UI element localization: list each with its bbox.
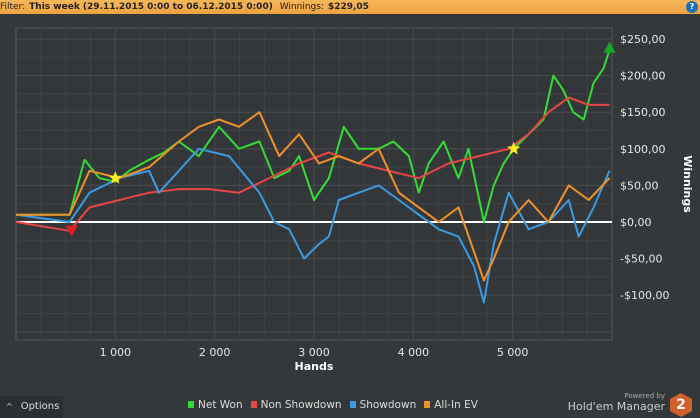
- legend-swatch: [250, 401, 257, 408]
- filter-bar[interactable]: Filter: This week (29.11.2015 0:00 to 06.…: [0, 0, 700, 14]
- series-line-showdown: [15, 147, 611, 304]
- marker-triangle-up: [603, 41, 616, 53]
- series-line-all-in-ev: [16, 111, 611, 282]
- marker-triangle-down: [65, 225, 78, 237]
- options-button[interactable]: ^ Options: [0, 396, 63, 418]
- brand-name: Hold'em Manager: [567, 400, 665, 413]
- powered-by: Powered by: [624, 392, 665, 400]
- legend-item-all-in-ev[interactable]: All-In EV: [424, 399, 478, 411]
- x-tick-label: 1 000: [100, 346, 132, 359]
- filter-value: This week (29.11.2015 0:00 to 06.12.2015…: [29, 2, 273, 12]
- x-tick-label: 2 000: [199, 346, 231, 359]
- y-tick-label: -$50,00: [620, 253, 662, 266]
- marker-star: [507, 141, 521, 155]
- winnings-value: $229,05: [327, 2, 369, 12]
- legend-item-showdown[interactable]: Showdown: [349, 399, 417, 411]
- x-tick-label: 4 000: [398, 346, 430, 359]
- x-axis-label: Hands: [295, 360, 334, 373]
- legend-label: All-In EV: [434, 399, 478, 411]
- x-tick-label: 3 000: [298, 346, 330, 359]
- hm-logo: 2: [670, 393, 692, 417]
- chevron-up-icon: ^: [6, 402, 13, 411]
- help-icon[interactable]: ?: [686, 1, 698, 13]
- legend-item-non-showdown[interactable]: Non Showdown: [250, 399, 342, 411]
- legend-label: Showdown: [359, 399, 417, 411]
- y-tick-label: $0,00: [620, 216, 652, 229]
- legend-item-net-won[interactable]: Net Won: [188, 399, 243, 411]
- filter-label: Filter:: [0, 2, 26, 12]
- winnings-chart: 1 000 2 000 3 000 4 000 5 000 $250,00 $200,00 $…: [15, 27, 694, 373]
- y-tick-label: $200,00: [620, 70, 666, 83]
- chart-legend: Net Won Non Showdown Showdown All-In EV: [188, 399, 486, 411]
- winnings-label: Winnings:: [279, 2, 324, 12]
- y-axis-label: Winnings: [681, 155, 694, 213]
- y-tick-label: $250,00: [620, 33, 666, 46]
- legend-swatch: [424, 401, 431, 408]
- y-tick-label: $150,00: [620, 106, 666, 119]
- legend-swatch: [349, 401, 356, 408]
- options-label: Options: [20, 401, 60, 412]
- brand: Powered by Hold'em Manager: [568, 392, 665, 413]
- legend-label: Non Showdown: [260, 399, 342, 411]
- marker-star: [108, 171, 122, 184]
- y-tick-label: -$100,00: [620, 289, 669, 302]
- bottom-bar: ^ Options Net Won Non Showdown Showdown All-…: [0, 392, 700, 418]
- legend-swatch: [188, 401, 194, 408]
- x-tick-label: 5 000: [497, 346, 529, 359]
- y-tick-label: $50,00: [620, 179, 659, 192]
- y-tick-label: $100,00: [620, 143, 666, 156]
- legend-label: Net Won: [198, 399, 243, 411]
